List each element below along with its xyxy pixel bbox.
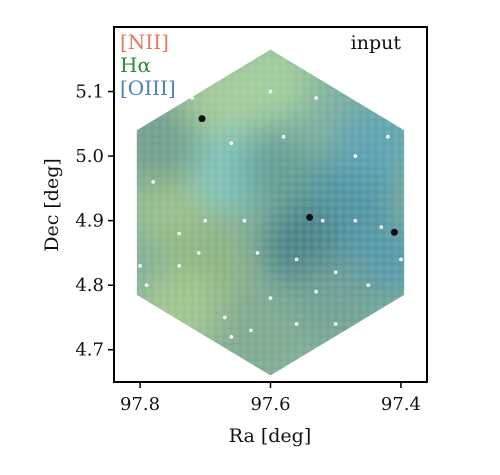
y-axis-title: Dec [deg]	[41, 158, 63, 252]
white-dot	[177, 231, 182, 236]
hexagon-emission-map	[136, 49, 405, 376]
black-spot	[306, 213, 314, 221]
white-dot	[268, 296, 273, 300]
white-dot	[196, 251, 201, 255]
x-tick-label: 97.8	[120, 394, 160, 415]
white-dot	[386, 134, 390, 139]
legend-item-oiii: [OIII]	[120, 76, 176, 100]
y-axis-ticks: 4.7 4.8 4.9 5.0 5.1	[75, 82, 114, 361]
white-dot	[190, 96, 195, 100]
white-dot	[151, 180, 155, 184]
x-axis-ticks: 97.8 97.6 97.4	[120, 382, 421, 415]
black-spot	[198, 115, 206, 123]
white-dot	[229, 141, 234, 145]
white-dot	[314, 289, 318, 294]
white-dot	[255, 251, 260, 255]
y-tick-label: 4.8	[75, 275, 104, 296]
white-dot	[294, 322, 299, 326]
plot-area	[136, 49, 405, 376]
legend-item-halpha: Hα	[120, 53, 151, 77]
white-dot	[386, 309, 390, 313]
panel-label: input	[351, 32, 402, 54]
black-spot	[390, 228, 398, 236]
white-dot	[314, 96, 318, 100]
white-dot	[320, 218, 325, 223]
white-dot	[399, 257, 403, 262]
white-dot	[333, 270, 338, 275]
white-dot	[229, 335, 234, 339]
white-dots	[138, 89, 403, 339]
white-dot	[268, 89, 273, 94]
x-tick-label: 97.4	[381, 394, 421, 415]
x-axis-title: Ra [deg]	[229, 425, 312, 447]
white-dot	[353, 218, 358, 223]
y-tick-label: 5.0	[75, 146, 104, 167]
white-dot	[294, 257, 299, 262]
white-dot	[223, 315, 227, 320]
white-dot	[203, 218, 208, 223]
y-tick-label: 4.7	[75, 340, 104, 361]
spaxel-texture	[136, 49, 405, 376]
white-dot	[177, 264, 182, 268]
white-dot	[281, 134, 286, 139]
white-dot	[379, 225, 384, 229]
x-tick-label: 97.6	[250, 394, 290, 415]
legend: [NII] Hα [OIII]	[120, 30, 176, 100]
white-dot	[366, 283, 371, 287]
white-dot	[138, 264, 142, 268]
white-dot	[353, 154, 358, 158]
legend-item-nii: [NII]	[120, 30, 169, 54]
black-spots	[198, 115, 398, 236]
white-dot	[242, 218, 247, 223]
y-tick-label: 4.9	[75, 211, 104, 232]
white-dot	[249, 328, 253, 333]
white-dot	[144, 283, 149, 287]
y-tick-label: 5.1	[75, 82, 104, 103]
white-dot	[333, 322, 338, 326]
white-dot	[366, 102, 371, 107]
